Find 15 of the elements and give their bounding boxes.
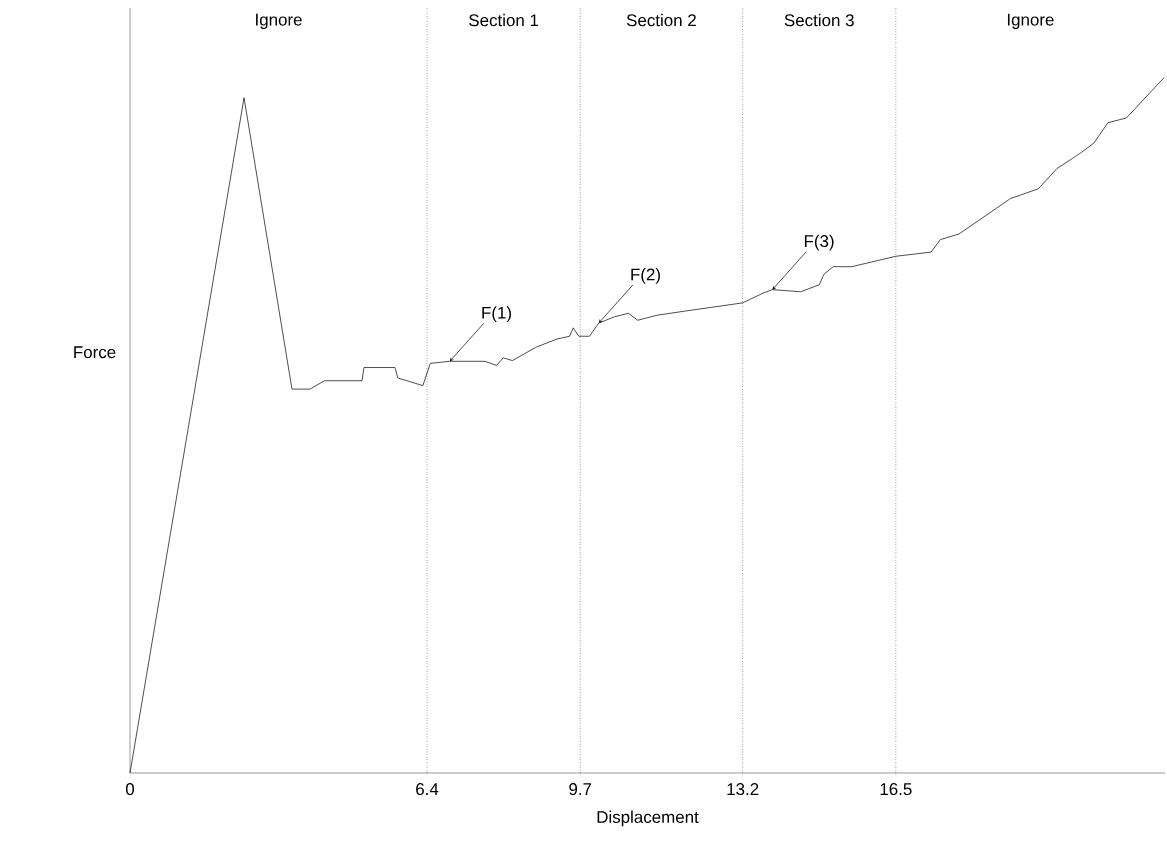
x-tick-label: 16.5 bbox=[880, 783, 912, 796]
annotation: F(3) bbox=[804, 234, 834, 251]
x-axis-title: Displacement bbox=[597, 810, 699, 827]
text: Ignore bbox=[1007, 13, 1054, 29]
x-tick-label: 9.7 bbox=[569, 783, 592, 796]
text: Section 2 bbox=[626, 13, 696, 27]
annotation: F(2) bbox=[631, 268, 660, 284]
annotation: F(1) bbox=[482, 306, 511, 323]
text: Section 3 bbox=[784, 13, 854, 27]
x-tick-label: 6.4 bbox=[416, 783, 439, 796]
y-axis-title: Force bbox=[74, 346, 116, 359]
text: Section 1 bbox=[469, 13, 539, 27]
x-tick-label: 0 bbox=[125, 783, 135, 796]
x-tick-label: 13.2 bbox=[727, 783, 759, 796]
text: Ignore bbox=[256, 13, 302, 29]
